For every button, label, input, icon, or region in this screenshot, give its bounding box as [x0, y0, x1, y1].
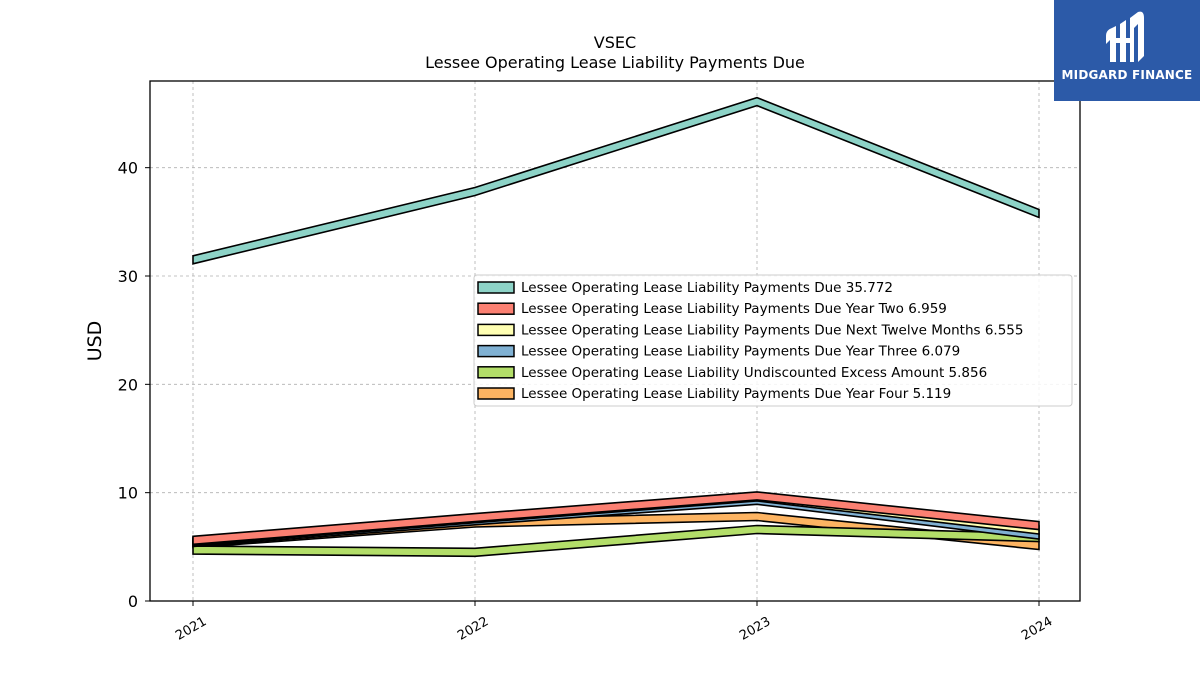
x-tick-label: 2022 [455, 614, 491, 644]
chart-subtitle: Lessee Operating Lease Liability Payment… [425, 53, 805, 72]
legend-label-1: Lessee Operating Lease Liability Payment… [521, 301, 947, 317]
plot-frame [149, 80, 1081, 602]
series-band-0 [192, 96, 1040, 265]
series-band-4 [192, 524, 1040, 558]
legend-box [473, 274, 1073, 407]
legend-label-4: Lessee Operating Lease Liability Undisco… [521, 365, 987, 381]
midgard-finance-logo: MIDGARD FINANCE [1054, 0, 1200, 101]
legend-swatch-1 [477, 302, 515, 315]
x-axis-ticks: 2021 2022 2023 2024 [173, 601, 1055, 644]
legend-swatch-4 [477, 366, 515, 379]
y-tick-label: 20 [118, 375, 138, 394]
x-tick-label: 2021 [173, 614, 209, 644]
legend-label-5: Lessee Operating Lease Liability Payment… [521, 386, 951, 402]
series-lines [192, 96, 1040, 558]
legend-swatch-2 [477, 323, 515, 337]
y-tick-label: 30 [118, 267, 138, 286]
legend-label-0: Lessee Operating Lease Liability Payment… [521, 280, 893, 296]
legend-swatch-3 [477, 344, 515, 358]
legend: Lessee Operating Lease Liability Payment… [473, 274, 1073, 407]
y-axis-label: USD [84, 321, 106, 362]
legend-swatch-5 [477, 387, 515, 400]
y-tick-label: 10 [118, 484, 138, 503]
legend-label-2: Lessee Operating Lease Liability Payment… [521, 322, 1023, 338]
y-axis-ticks: 0 10 20 30 40 [118, 159, 150, 611]
y-tick-label: 40 [118, 159, 138, 178]
logo-mark-icon [1106, 11, 1144, 63]
x-tick-label: 2024 [1019, 614, 1055, 644]
y-tick-label: 0 [128, 592, 138, 611]
legend-swatch-0 [477, 281, 515, 294]
logo-text: MIDGARD FINANCE [1061, 68, 1193, 82]
series-band-1 [192, 491, 1040, 546]
chart-title: VSEC [594, 33, 636, 52]
x-tick-label: 2023 [737, 614, 773, 644]
legend-label-3: Lessee Operating Lease Liability Payment… [521, 344, 960, 360]
